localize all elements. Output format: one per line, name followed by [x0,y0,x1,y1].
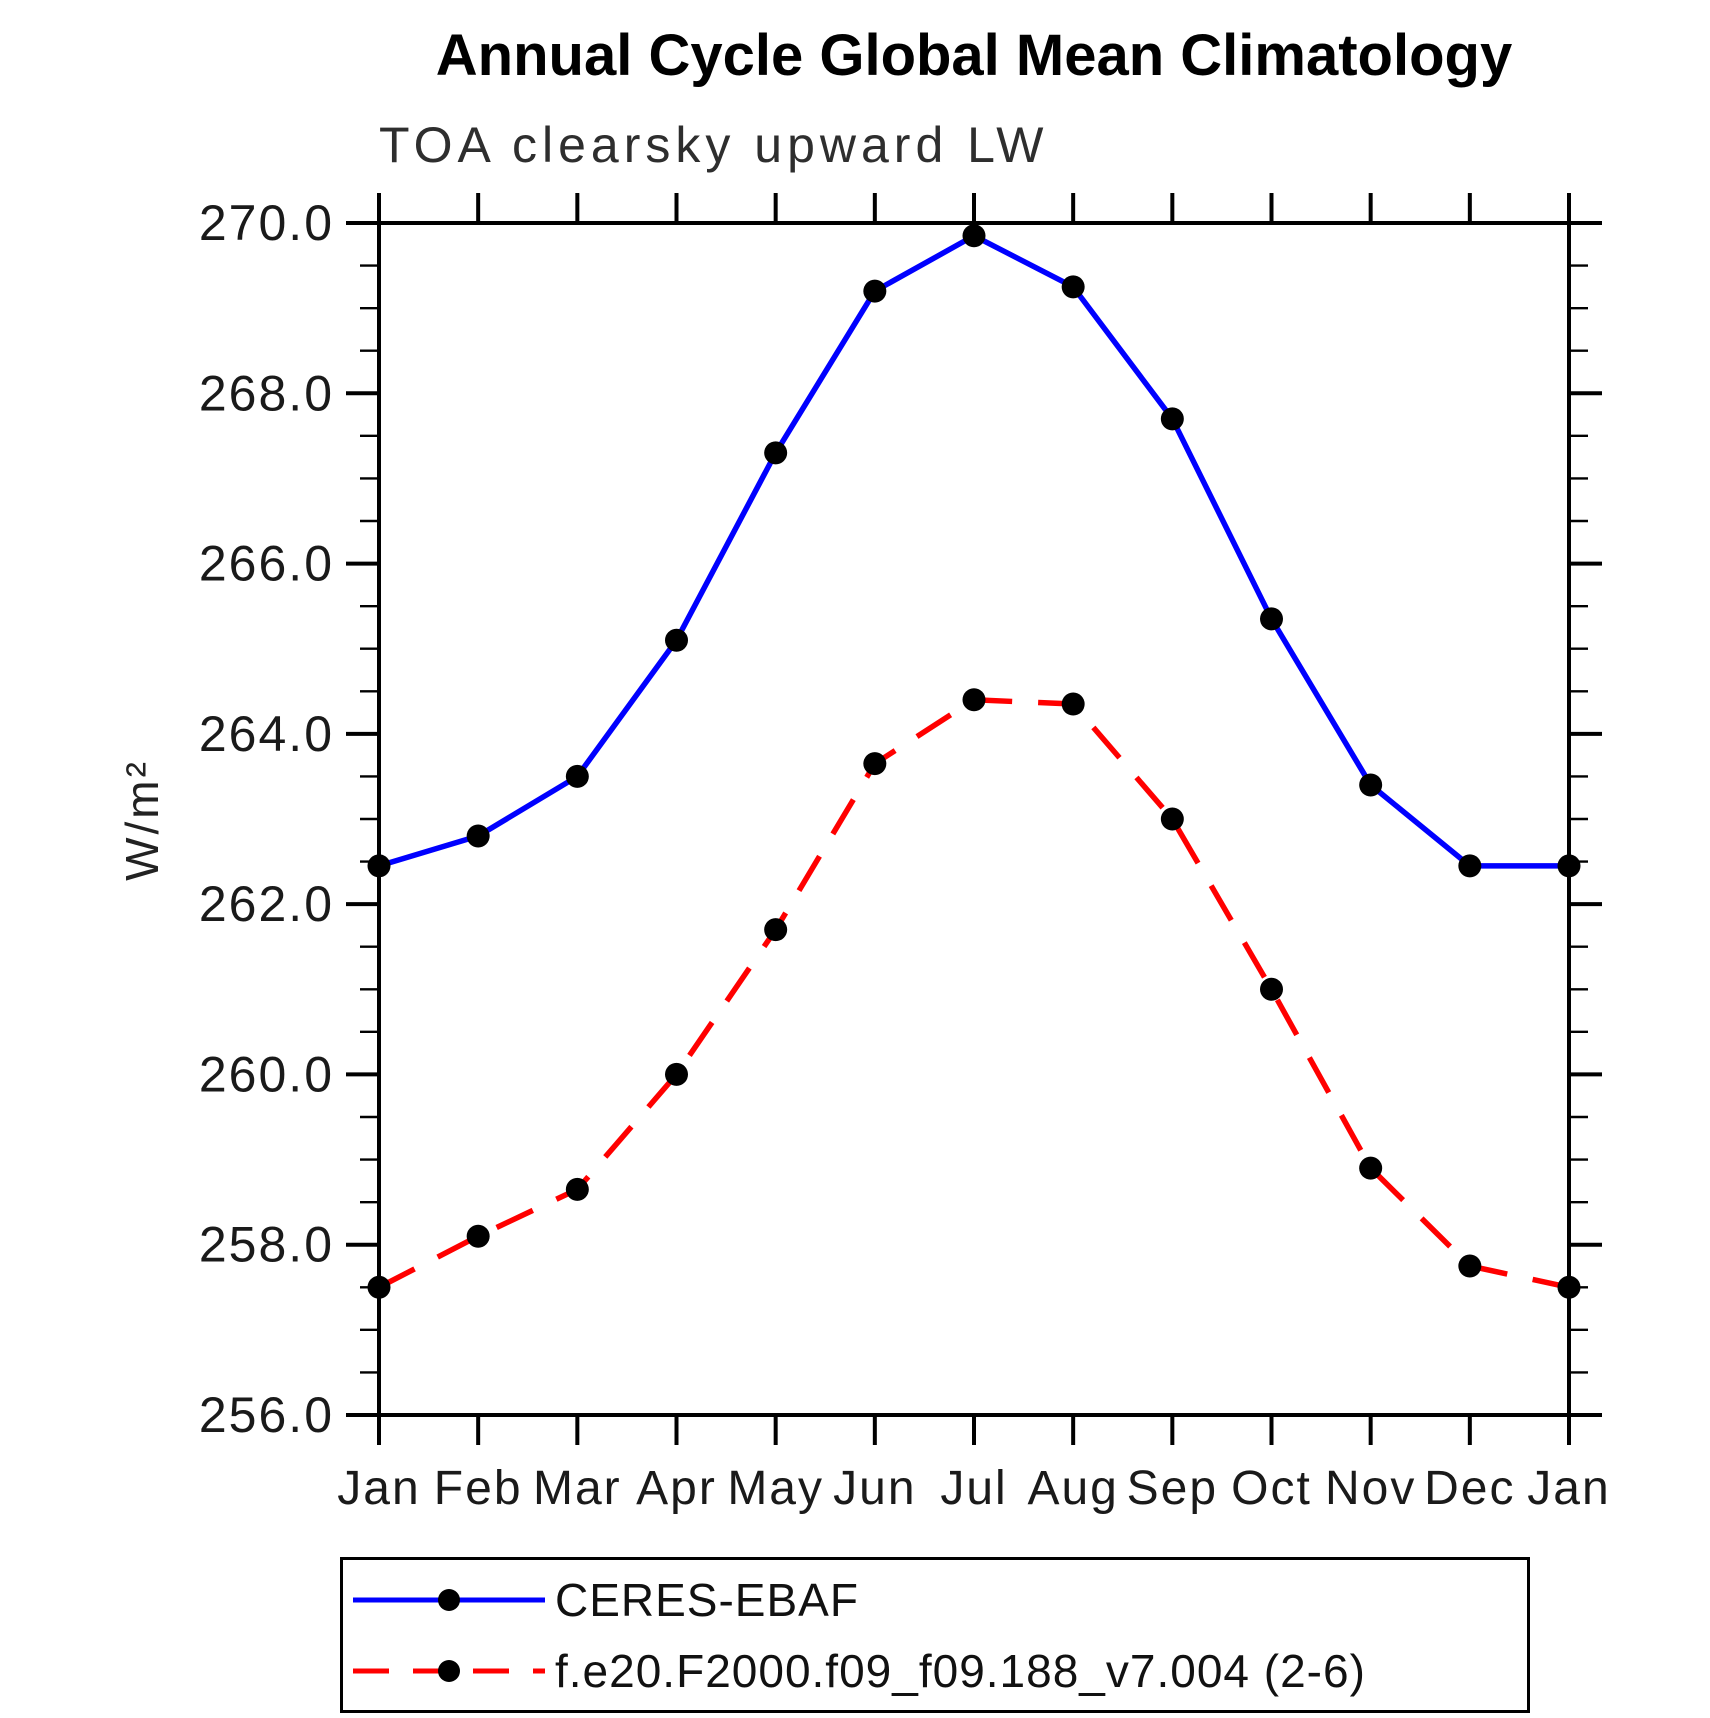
y-tick-label: 256.0 [199,1387,334,1443]
data-point-s1-Jan [1557,1275,1581,1299]
series-line-0 [378,233,1569,869]
month-label: Jan [1527,1462,1610,1515]
month-label: Aug [1027,1462,1118,1515]
data-point-s1-Feb [466,1224,490,1248]
y-tick-label: 264.0 [199,706,334,762]
data-point-s1-Nov [1359,1156,1383,1180]
data-point-s1-Dec [1458,1254,1482,1278]
data-point-s0-Feb [466,824,490,848]
data-point-s0-Oct [1260,607,1283,631]
y-tick-label: 260.0 [199,1046,334,1102]
data-point-s0-Jun [863,279,887,303]
month-label: Oct [1231,1462,1312,1515]
data-point-s0-Jul [962,224,986,248]
y-tick-label: 262.0 [199,876,334,932]
data-point-s1-Sep [1160,807,1184,831]
plot-border [377,221,1571,1417]
month-label: Apr [636,1462,717,1515]
month-label: Jun [833,1462,916,1515]
month-label: Nov [1325,1462,1416,1515]
legend-label-model: f.e20.F2000.f09_f09.188_v7.004 (2-6) [555,1645,1366,1697]
data-point-s1-Aug [1061,692,1085,716]
legend-entry-model: f.e20.F2000.f09_f09.188_v7.004 (2-6) [351,1645,1366,1697]
data-point-s1-Jan [367,1275,391,1299]
legend-marker-dot [438,1589,460,1611]
data-point-s1-Jul [962,688,986,712]
data-point-s0-Jan [367,854,391,878]
month-label: Mar [533,1462,622,1515]
y-tick-label: 258.0 [199,1217,334,1273]
legend-swatch-dashed-line [353,1660,545,1682]
y-tick-label: 270.0 [199,195,334,251]
legend-label-observation: CERES-EBAF [555,1574,859,1626]
data-point-s0-Aug [1061,275,1085,299]
month-label: May [727,1462,824,1515]
data-point-s1-Mar [565,1177,589,1201]
data-point-s0-Jan [1557,854,1581,878]
data-point-s0-Apr [665,628,688,652]
month-label: Feb [434,1462,523,1515]
data-point-s1-Apr [665,1062,688,1086]
data-point-s0-Nov [1359,773,1383,797]
legend-entry-observation: CERES-EBAF [351,1574,859,1626]
data-point-s1-May [764,918,788,942]
month-label: Sep [1127,1462,1218,1515]
y-tick-label: 266.0 [199,536,334,592]
month-label: Dec [1424,1462,1515,1515]
chart-title: Annual Cycle Global Mean Climatology [435,23,1513,88]
legend: CERES-EBAF f.e20.F2000.f09_f09.188_v7.00… [340,1557,1530,1713]
data-point-s1-Jun [863,752,887,776]
data-point-s0-Mar [565,764,589,788]
legend-swatch-solid-line [353,1589,545,1611]
data-point-s0-May [764,441,788,465]
chart-subtitle: TOA clearsky upward LW [379,117,1049,173]
y-tick-label: 268.0 [199,365,334,421]
data-point-s0-Dec [1458,854,1482,878]
data-point-s0-Sep [1160,407,1184,431]
month-label: Jan [337,1462,420,1515]
legend-marker-dot [438,1660,460,1682]
month-label: Jul [940,1462,1007,1515]
data-point-s1-Oct [1260,977,1283,1001]
